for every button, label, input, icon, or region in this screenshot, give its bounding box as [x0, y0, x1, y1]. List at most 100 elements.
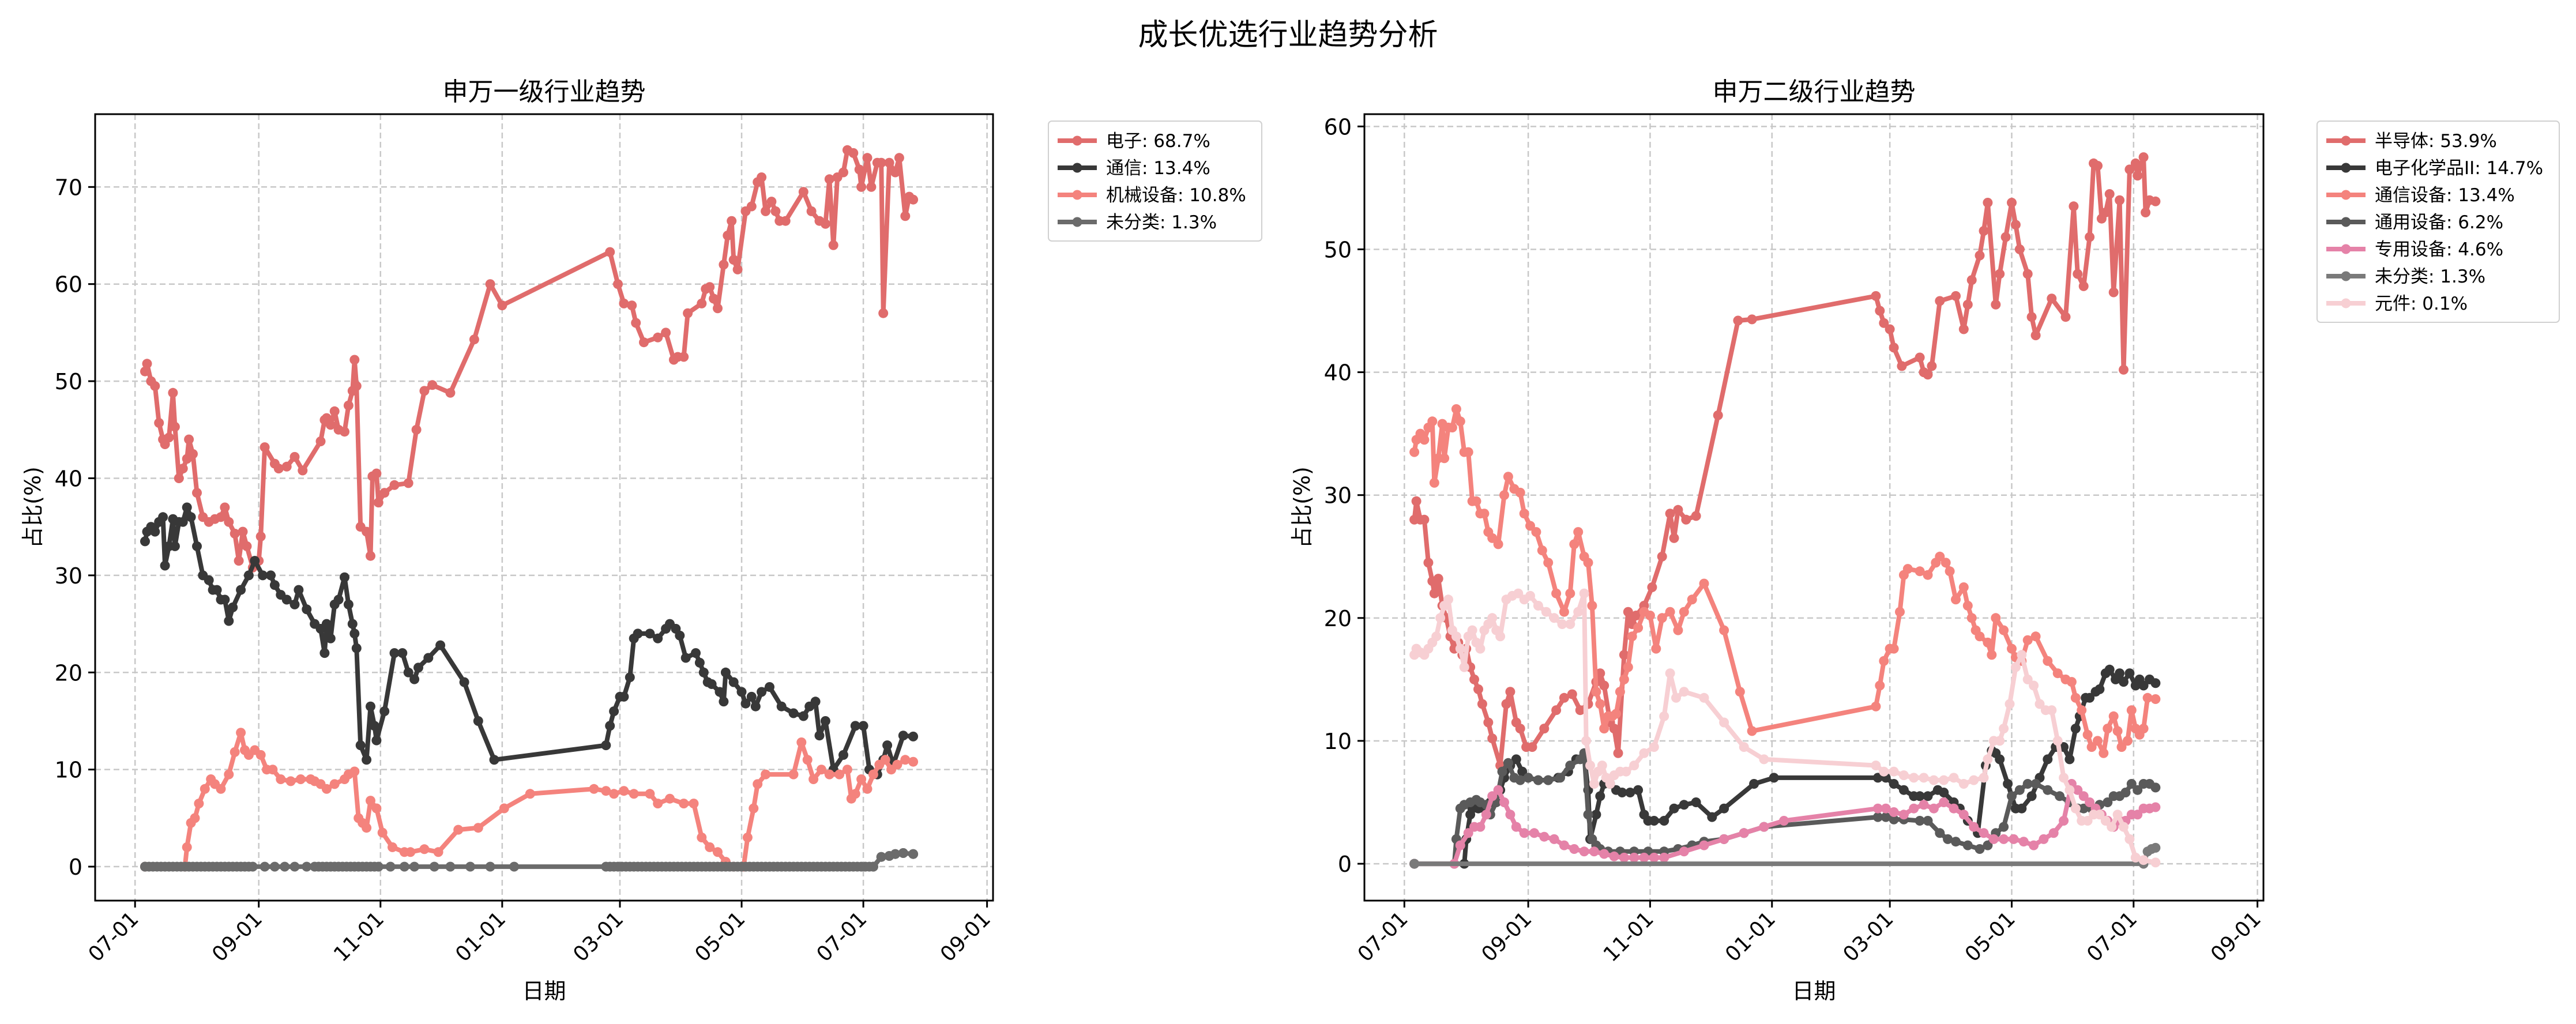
data-point [2007, 791, 2017, 801]
data-point [216, 512, 226, 522]
data-point [1459, 662, 1469, 672]
data-point [1915, 791, 1925, 801]
data-point [1503, 758, 1513, 768]
legend: 半导体: 53.9% 电子化学品II: 14.7% 通信设备: 13.4% 通用设备:… [2316, 121, 2560, 323]
data-point [362, 526, 372, 537]
data-point [1875, 680, 1885, 691]
legend-swatch-marker [2341, 244, 2351, 254]
data-point [1951, 291, 1961, 301]
data-point [349, 766, 360, 777]
data-point [908, 756, 919, 767]
data-point [1471, 496, 1481, 506]
data-point [1589, 846, 1599, 857]
x-tick-label: 01-01 [1721, 907, 1780, 966]
data-point [808, 774, 819, 784]
data-point [1898, 810, 1909, 820]
data-point [192, 488, 202, 498]
data-point [824, 174, 834, 185]
data-point [174, 473, 184, 483]
data-point [1872, 812, 1883, 822]
data-point [1679, 800, 1689, 810]
data-point [2100, 816, 2111, 826]
data-point [1619, 852, 1629, 863]
data-point [1991, 299, 2001, 310]
legend-entry-label: 通信: 13.4% [1106, 158, 1210, 179]
data-point [379, 488, 390, 498]
data-point [1435, 613, 1446, 623]
data-point [1493, 539, 1503, 549]
data-point [2112, 810, 2123, 820]
data-point [1581, 736, 1592, 746]
legend-entry-label: 未分类: 1.3% [1106, 212, 1217, 233]
data-point [1463, 828, 1473, 838]
data-point [1999, 834, 2009, 844]
data-point [1747, 314, 1757, 325]
legend-entry-label: 机械设备: 10.8% [1106, 185, 1246, 206]
data-point [1988, 834, 1999, 844]
data-point [1625, 788, 1635, 797]
data-point [224, 616, 234, 626]
legend-swatch-marker [2341, 217, 2351, 227]
data-point [224, 517, 234, 527]
data-point [1699, 692, 1709, 703]
series-line [1412, 406, 2158, 756]
data-point [1555, 773, 1565, 783]
data-point [675, 630, 685, 641]
data-point [2150, 842, 2161, 853]
data-point [1497, 766, 1507, 777]
data-point [2082, 816, 2093, 826]
data-point [2099, 748, 2109, 758]
data-point [1569, 539, 1580, 549]
data-point [366, 551, 375, 561]
data-point [908, 849, 919, 859]
data-point [228, 602, 238, 612]
data-point [2064, 754, 2075, 765]
data-point [427, 380, 438, 390]
data-point [1633, 623, 1644, 633]
x-tick-label: 11-01 [329, 907, 389, 966]
data-point [1539, 724, 1550, 734]
data-point [325, 420, 336, 430]
data-point [742, 833, 753, 842]
data-point [2085, 692, 2095, 703]
data-point [605, 721, 615, 731]
data-point [1573, 607, 1584, 617]
x-tick-label: 09-01 [936, 907, 995, 966]
data-point [798, 187, 808, 197]
data-point [343, 599, 354, 609]
data-point [224, 769, 234, 780]
data-point [1639, 852, 1649, 863]
data-point [1657, 551, 1667, 562]
data-point [627, 300, 637, 311]
data-point [1895, 607, 1905, 617]
data-point [2029, 680, 2039, 691]
data-point [810, 697, 821, 707]
data-point [1433, 574, 1443, 584]
legend-swatch-marker [2341, 298, 2351, 308]
data-point [1609, 724, 1619, 734]
data-point [1885, 324, 1895, 334]
legend-entry-label: 电子: 68.7% [1106, 131, 1210, 152]
data-point [1999, 822, 2009, 832]
data-point [236, 728, 246, 738]
data-point [1673, 505, 1683, 515]
data-point [419, 386, 430, 396]
series-1 [140, 145, 919, 573]
data-point [1529, 828, 1539, 838]
data-point [1943, 834, 1953, 844]
data-point [329, 406, 340, 416]
data-point [834, 769, 845, 780]
data-point [2124, 164, 2135, 175]
data-point [898, 731, 908, 741]
data-point [1523, 773, 1533, 783]
data-point [1909, 773, 1919, 783]
data-point [2077, 705, 2087, 716]
data-point [2085, 797, 2095, 807]
data-point [2124, 668, 2135, 679]
data-point [2086, 742, 2097, 752]
legend-entry-label: 电子化学品II: 14.7% [2375, 158, 2543, 179]
data-point [1623, 662, 1633, 672]
data-point [1739, 742, 1749, 752]
data-point [1949, 803, 1959, 814]
data-point [1872, 773, 1883, 783]
